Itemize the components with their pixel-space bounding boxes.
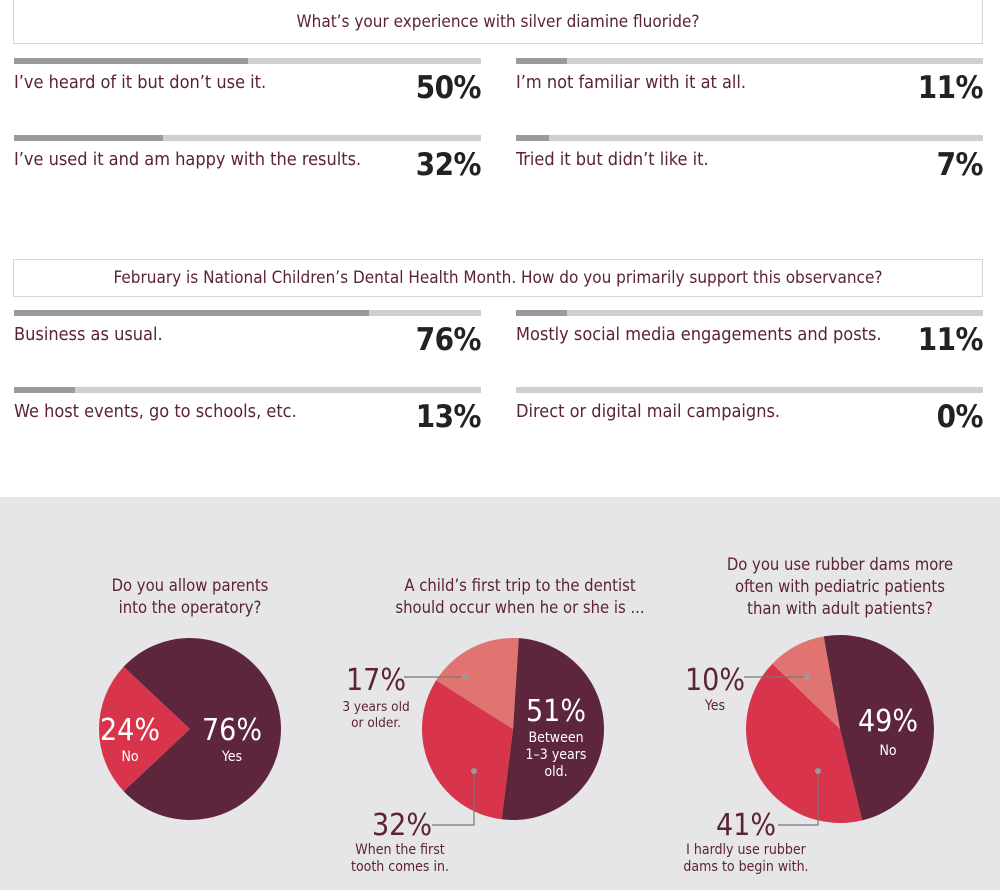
pie3-yes-label: Yes	[704, 698, 725, 714]
pie2-tooth-label: tooth comes in.	[351, 859, 449, 875]
survey1-question: What’s your experience with silver diami…	[13, 0, 983, 44]
pie2-title-line: A child’s first trip to the dentist	[404, 576, 636, 595]
item-label: I’ve heard of it but don’t use it.	[14, 72, 267, 93]
pie1-no-label: No	[121, 749, 138, 765]
bar-track	[516, 135, 983, 141]
bar-fill	[14, 310, 369, 316]
bar-track	[516, 310, 983, 316]
pie2-3years-percent: 17%	[346, 663, 406, 698]
pie2-between-label: Between	[528, 730, 583, 746]
pie2-3years-label: 3 years old	[342, 699, 409, 715]
item-label: I’ve used it and am happy with the resul…	[14, 149, 362, 170]
item-label: Direct or digital mail campaigns.	[516, 401, 781, 422]
pie2-tooth-leader-dot	[471, 768, 477, 774]
item-percent: 50%	[415, 70, 482, 106]
pie1-yes-percent: 76%	[202, 713, 262, 748]
survey1-item-3: Tried it but didn’t like it. 7%	[516, 135, 984, 195]
item-label: We host events, go to schools, etc.	[14, 401, 297, 422]
pie2-slice-first-tooth	[421, 680, 513, 820]
bar-track	[14, 58, 481, 64]
item-percent: 0%	[936, 399, 984, 435]
bar-fill	[14, 58, 248, 64]
pie3-yes-leader-dot	[804, 674, 810, 680]
bar-fill	[516, 58, 568, 64]
pie3-no-percent: 49%	[858, 704, 918, 739]
pie1-no-percent: 24%	[100, 713, 160, 748]
pie2-3years-leader-dot	[462, 674, 468, 680]
bar-fill	[516, 135, 549, 141]
pie3-hardly-leader-dot	[815, 768, 821, 774]
survey2-item-3: Direct or digital mail campaigns. 0%	[516, 387, 984, 447]
pie2-tooth-label: When the first	[355, 842, 445, 858]
survey2-item-2: We host events, go to schools, etc. 13%	[14, 387, 482, 447]
pie2-3years-label: or older.	[351, 715, 401, 731]
pie2-title-line: should occur when he or she is ...	[395, 598, 645, 617]
item-label: Business as usual.	[14, 324, 163, 345]
pie2-tooth-leader	[432, 771, 475, 826]
pie2-between-label: 1–3 years	[526, 747, 587, 763]
pie1-title-line: into the operatory?	[118, 598, 262, 617]
survey1-item-0: I’ve heard of it but don’t use it. 50%	[14, 58, 482, 118]
pie1-yes-label: Yes	[221, 749, 242, 765]
pie2-between-percent: 51%	[526, 694, 586, 729]
pie3-hardly-percent: 41%	[716, 808, 776, 843]
pie2-slice-3-years	[436, 638, 519, 729]
bar-track	[14, 135, 481, 141]
bar-fill	[14, 135, 164, 141]
pie1-title: Do you allow parents into the operatory?	[60, 575, 320, 619]
item-percent: 11%	[917, 322, 984, 358]
pie2-tooth-percent: 32%	[372, 808, 432, 843]
survey2-item-1: Mostly social media engagements and post…	[516, 310, 984, 370]
bar-track	[14, 387, 481, 393]
pie3-no-label: No	[879, 743, 896, 759]
item-label: Tried it but didn’t like it.	[516, 149, 709, 170]
item-percent: 11%	[917, 70, 984, 106]
pie3-title-line: often with pediatric patients	[735, 577, 945, 596]
item-percent: 7%	[936, 147, 984, 183]
pie3-slice-no	[823, 635, 934, 821]
item-percent: 32%	[415, 147, 482, 183]
pie3-slice-hardly	[746, 663, 863, 823]
pie3-title-line: Do you use rubber dams more	[726, 555, 954, 574]
pie2-slice-between-1-3	[501, 638, 604, 820]
item-label: I’m not familiar with it at all.	[516, 72, 747, 93]
survey2-item-0: Business as usual. 76%	[14, 310, 482, 370]
bar-track	[516, 387, 983, 393]
survey1-item-2: I’ve used it and am happy with the resul…	[14, 135, 482, 195]
pie3-hardly-label: I hardly use rubber	[686, 842, 806, 858]
item-percent: 76%	[415, 322, 482, 358]
pie2-between-label: old.	[544, 764, 567, 780]
pie3-slice-yes	[772, 636, 840, 729]
survey1-item-1: I’m not familiar with it at all. 11%	[516, 58, 984, 118]
pie1-title-line: Do you allow parents	[111, 576, 269, 595]
pie3-title-line: than with adult patients?	[747, 599, 933, 618]
pie3-hardly-label: dams to begin with.	[683, 859, 808, 875]
pie2-title: A child’s first trip to the dentist shou…	[360, 575, 680, 619]
bar-track	[516, 58, 983, 64]
bar-fill	[14, 387, 75, 393]
pie1-slice-yes	[123, 638, 282, 820]
pie3-title: Do you use rubber dams more often with p…	[700, 554, 980, 620]
pie1: 24%No 76%Yes	[98, 638, 282, 820]
pie3-hardly-leader	[778, 771, 819, 826]
pie1-slice-no	[98, 666, 190, 792]
item-percent: 13%	[415, 399, 482, 435]
item-label: Mostly social media engagements and post…	[516, 324, 882, 345]
bar-fill	[516, 310, 568, 316]
survey2-question: February is National Children’s Dental H…	[13, 259, 983, 297]
pie3-yes-percent: 10%	[685, 663, 745, 698]
